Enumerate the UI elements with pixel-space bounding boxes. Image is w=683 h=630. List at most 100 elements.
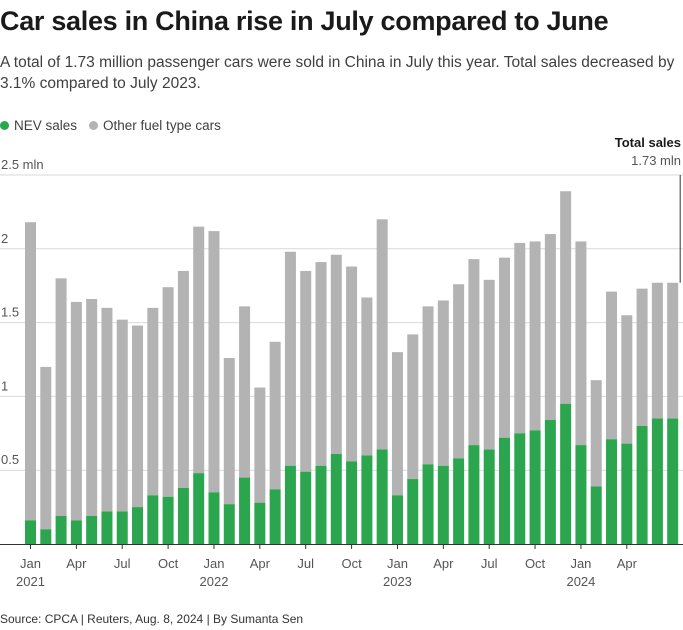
bar-nev [514,433,526,544]
bar-other [25,222,36,521]
legend-item-nev: NEV sales [0,118,77,133]
bar-other [177,270,189,488]
bar-other [636,288,648,426]
x-tick-label: Oct [525,556,546,571]
legend-swatch-nev [0,121,9,130]
bar-nev [667,418,679,544]
bar-other [315,262,327,466]
bar-nev [468,445,480,544]
bar-nev [346,461,358,544]
x-year-label: 2022 [200,574,229,589]
bar-other [621,315,633,444]
bar-other [254,387,266,503]
legend-swatch-other [89,121,99,130]
bar-nev [208,492,220,544]
bar-nev [269,489,281,544]
legend: NEV sales Other fuel type cars [0,118,233,133]
x-tick-label: Jul [114,556,131,571]
bar-nev [116,511,128,544]
bar-other [560,191,572,404]
bar-nev [223,504,235,544]
bar-nev [361,455,373,544]
bar-other [529,241,541,431]
x-tick-label: Jan [203,556,224,571]
bar-nev [239,477,251,544]
bar-other [483,279,495,450]
bar-nev [529,430,541,544]
y-tick-label: 2.5 mln [1,157,44,172]
bar-nev [636,425,648,544]
chart-subtitle: A total of 1.73 million passenger cars w… [0,54,675,92]
bar-other [407,334,419,480]
x-tick-label: Apr [433,556,454,571]
bar-nev [606,439,618,544]
x-tick-label: Oct [341,556,362,571]
bar-other [101,307,113,512]
bar-other [147,307,159,496]
bar-other [300,270,312,472]
bar-other [575,241,587,446]
bar-nev [284,465,296,544]
bar-other [55,278,67,516]
bar-nev [575,445,587,544]
bar-nev [101,511,113,544]
bar-other [376,219,388,450]
bar-other [468,259,480,446]
x-year-label: 2024 [566,574,595,589]
bar-nev [391,495,403,544]
annotation-value: 1.73 mln [631,153,681,168]
x-tick-label: Jan [387,556,408,571]
chart-title: Car sales in China rise in July compared… [0,6,609,36]
bar-nev [300,471,312,544]
bar-nev [254,502,266,544]
bar-other [132,325,144,508]
bar-nev [407,479,419,544]
bar-other [453,284,465,459]
x-tick-label: Oct [158,556,179,571]
bar-other [239,306,251,478]
y-tick-label: 1.5 [1,305,19,320]
bar-other [330,254,342,454]
y-tick-label: 0.5 [1,452,19,467]
x-tick-label: Jan [570,556,591,571]
stacked-bar-chart: 0.5 1 1.5 2 2.5 mln Jan 2021 Apr Jul Oct Jan 2022 Ap… [0,135,683,589]
bar-other [361,297,373,456]
bar-nev [437,465,449,544]
bar-other [498,257,510,438]
bar-other [70,301,82,521]
bar-nev [621,443,633,544]
bar-other [437,300,449,466]
bar-other [162,287,174,497]
x-tick-label: Apr [66,556,87,571]
bar-other [346,266,358,462]
bar-other [116,319,128,512]
bar-other [422,306,434,465]
legend-label-nev: NEV sales [14,118,78,133]
bar-nev [40,529,52,544]
bar-nev [422,464,434,544]
source-note: Source: CPCA | Reuters, Aug. 8, 2024 | B… [0,612,304,626]
bar-other [606,291,618,440]
y-tick-label: 2 [1,231,8,246]
x-year-label: 2021 [16,574,45,589]
bar-other [514,242,526,434]
legend-label-other: Other fuel type cars [103,118,221,133]
y-tick-label: 1 [1,378,8,393]
bar-other [544,234,556,421]
bar-nev [86,515,98,544]
bar-other [86,298,98,516]
bar-nev [70,520,82,544]
x-tick-label: Jul [481,556,498,571]
x-tick-label: Apr [617,556,638,571]
bar-nev [483,449,495,544]
bar-other [193,226,205,474]
bar-nev [25,520,36,544]
bar-nev [560,403,572,544]
x-tick-label: Jul [297,556,314,571]
bar-nev [193,473,205,544]
bar-nev [315,465,327,544]
bar-nev [147,495,159,544]
bar-nev [498,437,510,544]
bar-other [284,251,296,466]
x-tick-label: Jan [20,556,41,571]
